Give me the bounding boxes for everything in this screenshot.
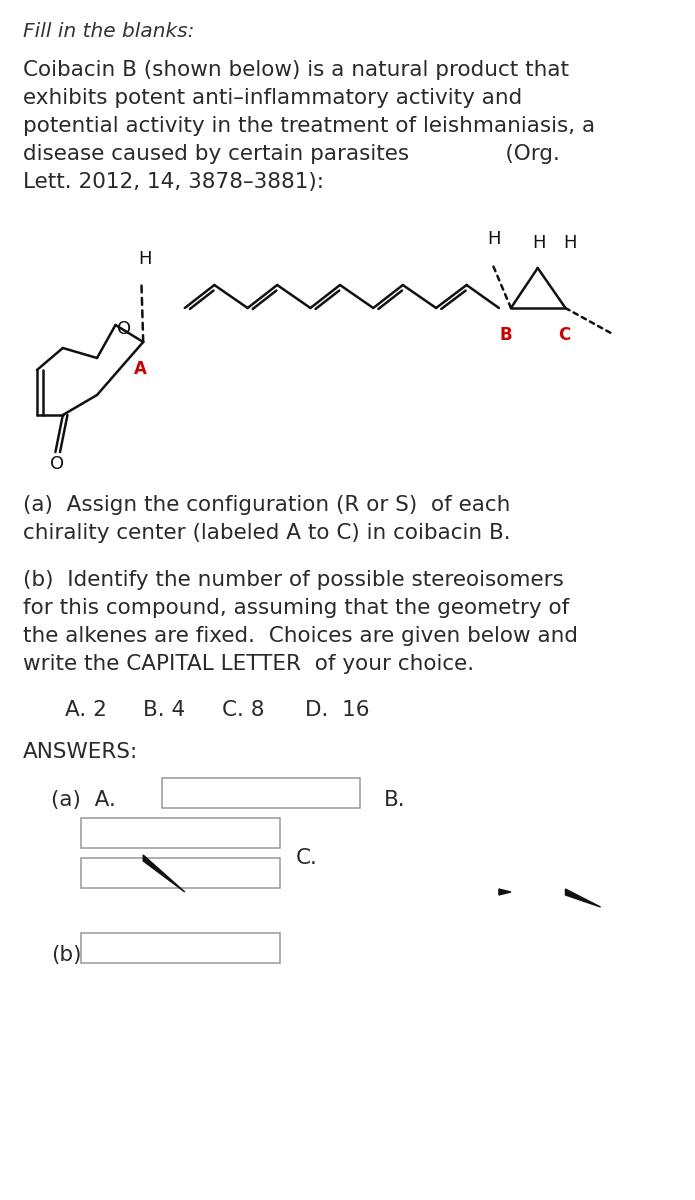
Text: potential activity in the treatment of leishmaniasis, a: potential activity in the treatment of l… [23,116,595,136]
Text: C.: C. [295,848,318,868]
Text: O: O [50,455,64,473]
Text: B. 4: B. 4 [143,700,186,720]
Text: B.: B. [384,790,405,810]
Text: (a)  A.: (a) A. [51,790,115,810]
Text: write the CAPITAL LETTER  of your choice.: write the CAPITAL LETTER of your choice. [23,654,474,674]
Text: for this compound, assuming that the geometry of: for this compound, assuming that the geo… [23,598,569,618]
Polygon shape [566,889,600,907]
Text: A. 2: A. 2 [65,700,106,720]
Text: A: A [134,360,147,378]
Polygon shape [143,854,185,892]
FancyBboxPatch shape [162,778,360,808]
Text: H: H [564,234,577,252]
Text: H: H [532,234,546,252]
Text: (b)  Identify the number of possible stereoisomers: (b) Identify the number of possible ster… [23,570,564,590]
Text: B: B [500,326,512,344]
FancyBboxPatch shape [81,818,280,848]
Text: exhibits potent anti–inflammatory activity and: exhibits potent anti–inflammatory activi… [23,88,523,108]
Text: ANSWERS:: ANSWERS: [23,742,138,762]
FancyBboxPatch shape [81,858,280,888]
Text: (a)  Assign the configuration (R or S)  of each: (a) Assign the configuration (R or S) of… [23,494,510,515]
Text: H: H [487,230,500,248]
Text: Lett. 2012, 14, 3878–3881):: Lett. 2012, 14, 3878–3881): [23,172,324,192]
Text: disease caused by certain parasites              (Org.: disease caused by certain parasites (Org… [23,144,560,164]
Text: (b): (b) [51,946,81,965]
Text: C: C [558,326,571,344]
Text: Coibacin B (shown below) is a natural product that: Coibacin B (shown below) is a natural pr… [23,60,569,80]
Text: D.  16: D. 16 [305,700,370,720]
Text: O: O [117,320,131,338]
Text: the alkenes are fixed.  Choices are given below and: the alkenes are fixed. Choices are given… [23,626,578,646]
Text: C. 8: C. 8 [222,700,264,720]
Polygon shape [499,889,511,895]
FancyBboxPatch shape [81,934,280,962]
Text: H: H [138,250,152,268]
Text: chirality center (labeled A to C) in coibacin B.: chirality center (labeled A to C) in coi… [23,523,511,542]
Text: Fill in the blanks:: Fill in the blanks: [23,22,195,41]
